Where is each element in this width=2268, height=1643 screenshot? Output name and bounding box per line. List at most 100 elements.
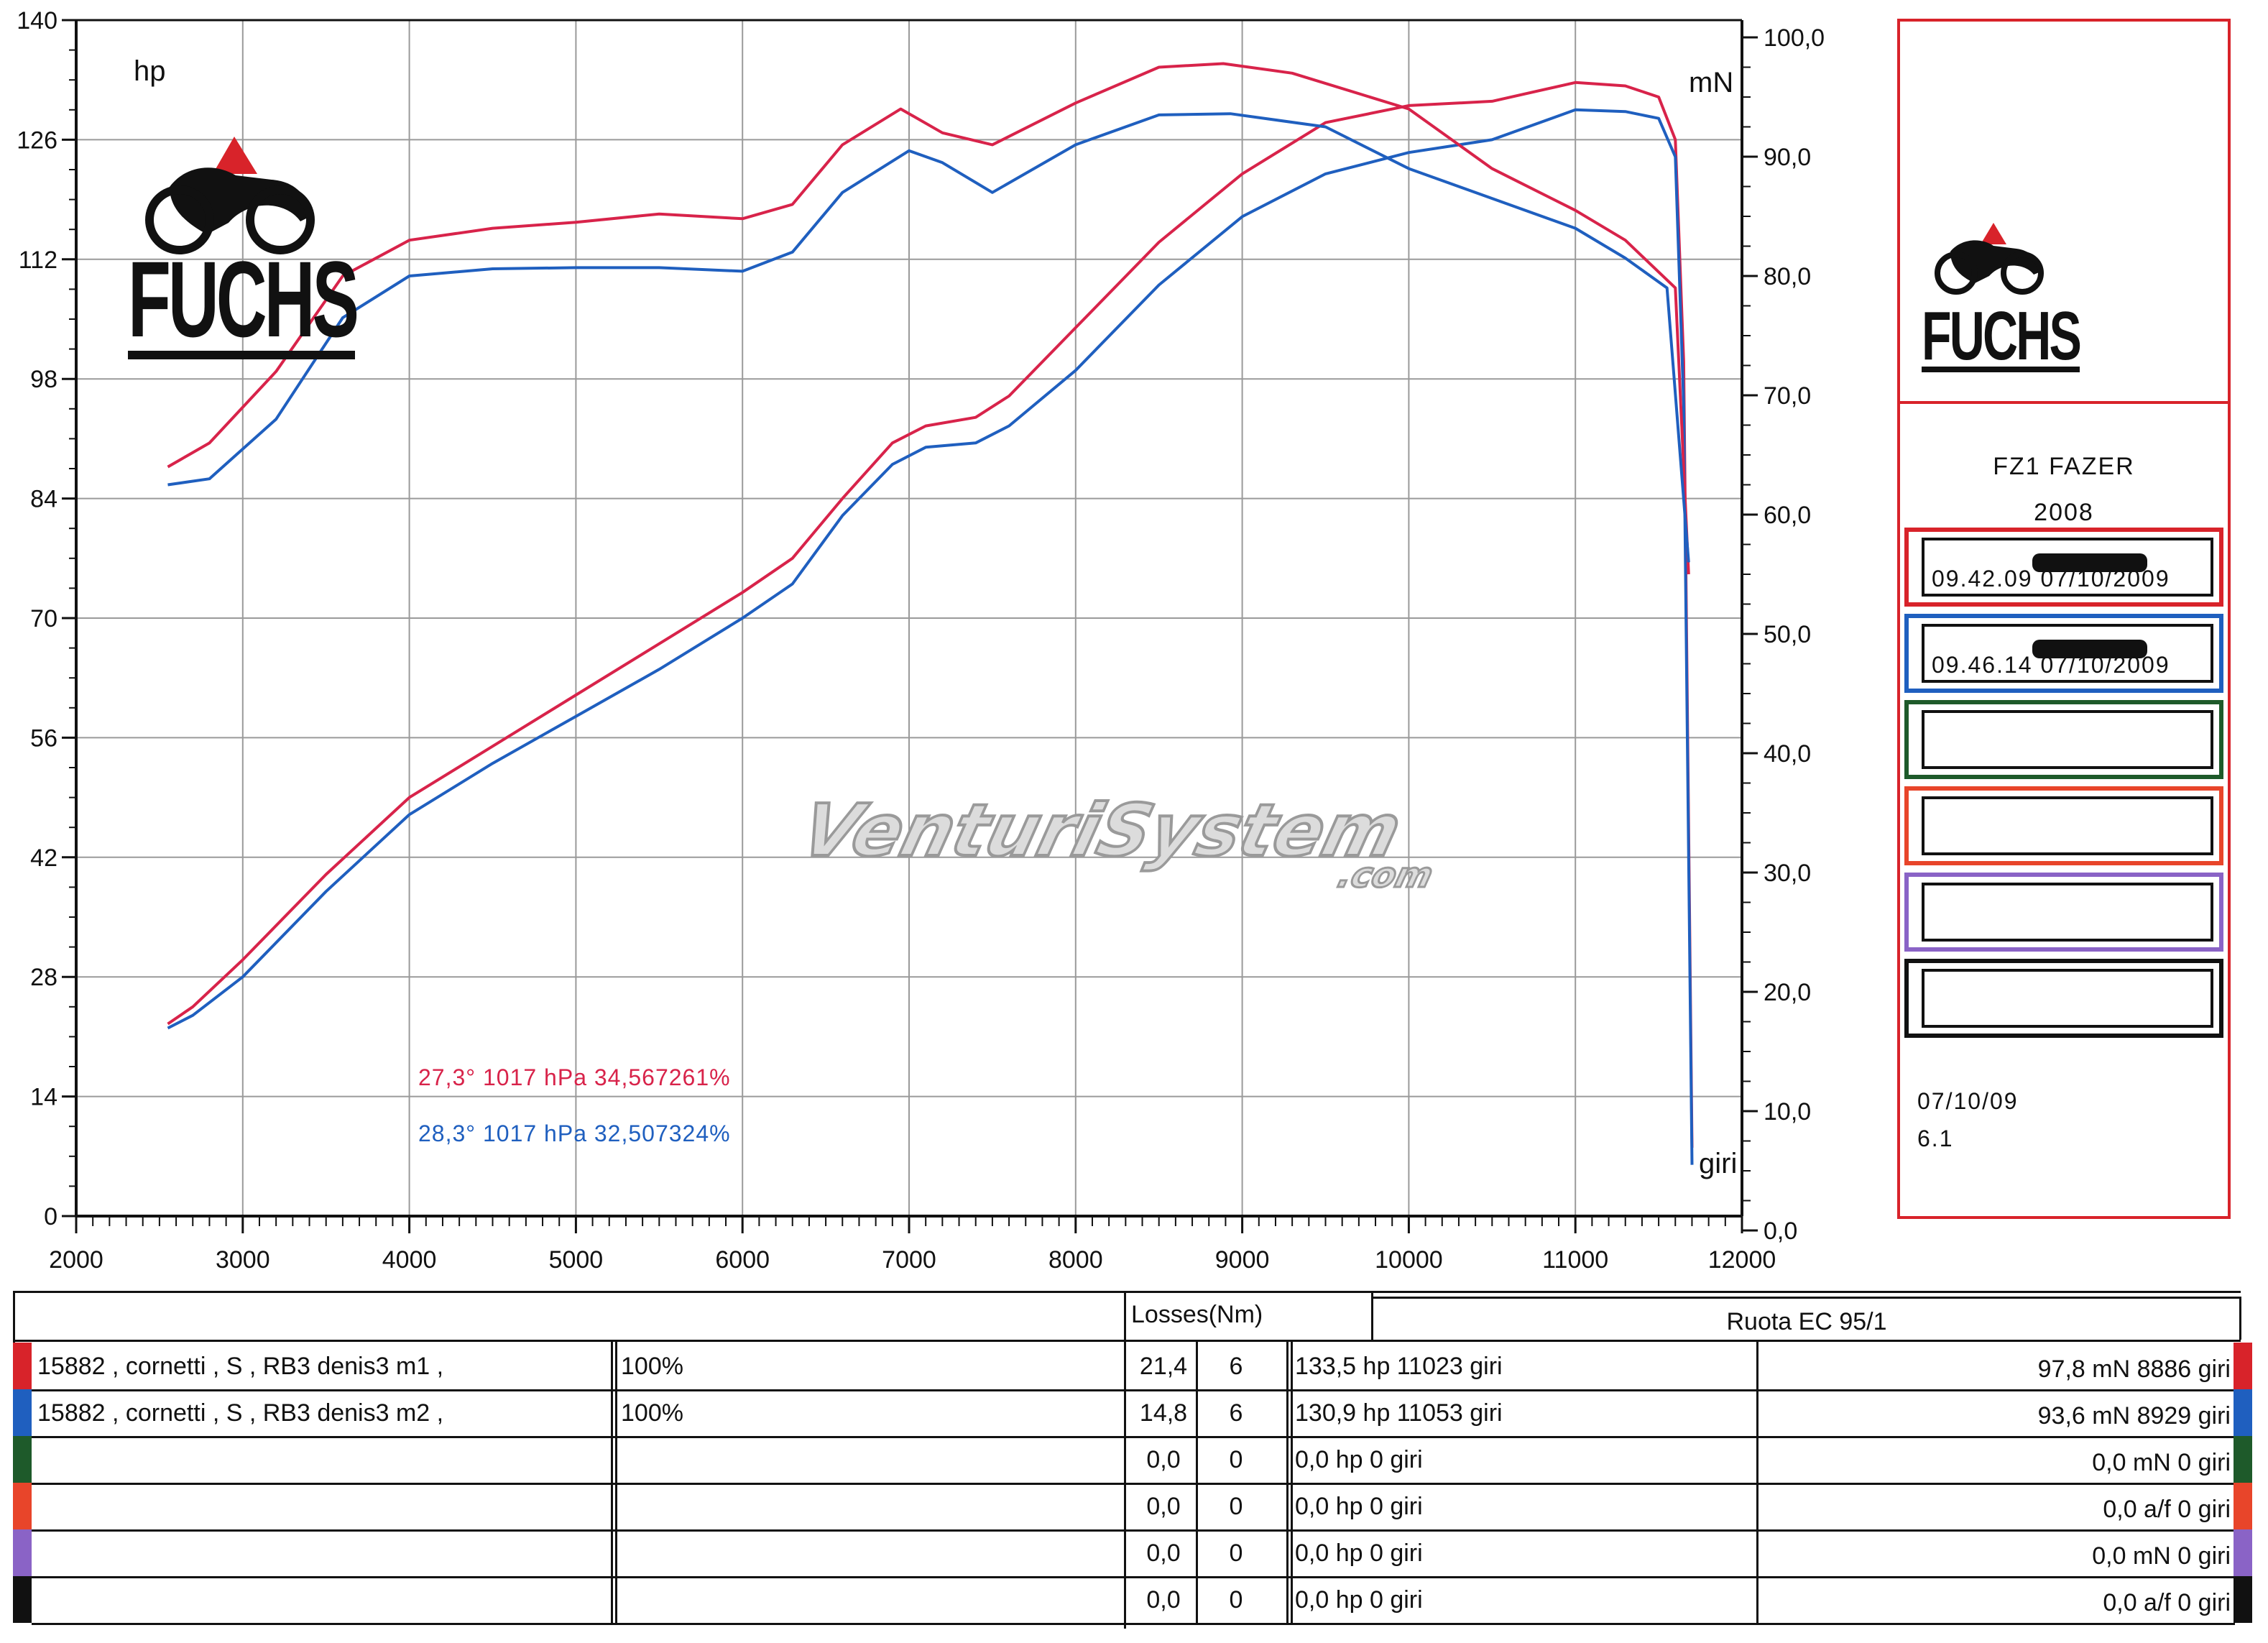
wheel-header-top (1373, 1297, 2241, 1299)
right-axis-unit: mN (1689, 67, 1733, 98)
right-tick-label: 30,0 (1764, 860, 1811, 887)
chart-axes: 0 14 28 42 56 70 84 98 112 126 140 2000 3000 4000 5000… (17, 7, 1825, 1274)
left-tick-label: 98 (30, 366, 57, 393)
row-peak-power: 0,0 hp 0 giri (1295, 1586, 1423, 1614)
fuchs-logo: FUCHS (128, 137, 361, 359)
redacted-name (2032, 553, 2147, 572)
header-bottom-line (13, 1340, 2241, 1342)
right-tick-label: 60,0 (1764, 502, 1811, 529)
right-tick-label: 70,0 (1764, 382, 1811, 410)
conditions-run-2: 28,3° 1017 hPa 32,507324% (418, 1120, 731, 1146)
row-color-swatch-left (13, 1389, 32, 1436)
run-slot-inner (1922, 710, 2213, 769)
row-color-swatch-left (13, 1529, 32, 1576)
x-tick-label: 8000 (1048, 1246, 1103, 1274)
software-version: 6.1 (1917, 1126, 1954, 1151)
right-tick-label: 50,0 (1764, 621, 1811, 648)
row-count: 6 (1229, 1399, 1243, 1427)
row-separator (32, 1436, 2235, 1438)
run-slot-5[interactable] (1904, 873, 2223, 952)
watermark-domain: .com (1334, 856, 1437, 896)
row-color-swatch-right (2234, 1343, 2252, 1389)
row-color-swatch-left (13, 1436, 32, 1483)
model-year: 2008 (2034, 499, 2094, 526)
right-tick-label: 40,0 (1764, 740, 1811, 768)
row-color-swatch-right (2234, 1576, 2252, 1623)
logo-underline (128, 351, 355, 359)
row-color-swatch-right (2234, 1483, 2252, 1529)
losses-header: Losses(Nm) (1131, 1301, 1263, 1328)
run-timestamp: 09.46.14 07/10/2009 (1932, 652, 2170, 678)
chart-series (167, 62, 1694, 1165)
row-loss: 0,0 (1146, 1586, 1181, 1614)
row-count: 6 (1229, 1353, 1243, 1380)
left-tick-label: 140 (17, 7, 57, 34)
run-slot-inner (1922, 883, 2213, 942)
row-peak-torque: 93,6 mN 8929 giri (2037, 1402, 2231, 1430)
left-tick-label: 70 (30, 605, 57, 632)
run-slot-4[interactable] (1904, 786, 2223, 865)
run-slot-2[interactable]: 09.46.14 07/10/2009 (1904, 614, 2223, 693)
table-divider-header (1371, 1291, 1373, 1341)
fuchs-logo-text: FUCHS (128, 239, 357, 359)
table-column-divider (611, 1341, 613, 1623)
series-torque-line-1 (167, 62, 1690, 575)
motorcycle-icon (145, 137, 315, 254)
model-box: FZ1 FAZER 2008 (1900, 404, 2228, 540)
row-peak-torque: 0,0 mN 0 giri (2092, 1542, 2231, 1570)
conditions-run-1: 27,3° 1017 hPa 34,567261% (418, 1064, 731, 1090)
left-tick-label: 84 (30, 486, 57, 513)
row-description: 15882 , cornetti , S , RB3 denis3 m1 , (37, 1353, 444, 1380)
table-column-divider (615, 1341, 617, 1623)
series-power-line-2 (167, 108, 1694, 1165)
wheel-header-right (2239, 1297, 2241, 1340)
series-torque-line-2 (167, 112, 1690, 563)
row-peak-power: 0,0 hp 0 giri (1295, 1446, 1423, 1473)
left-tick-label: 56 (30, 724, 57, 752)
model-name: FZ1 FAZER (1993, 453, 2135, 480)
row-color-swatch-left (13, 1343, 32, 1389)
row-peak-power: 130,9 hp 11053 giri (1295, 1399, 1503, 1427)
x-tick-label: 4000 (382, 1246, 437, 1274)
run-timestamp: 09.42.09 07/10/2009 (1932, 566, 2170, 592)
row-separator (32, 1389, 2235, 1391)
row-percent: 100% (621, 1399, 683, 1427)
row-loss: 0,0 (1146, 1493, 1181, 1520)
run-slot-6[interactable] (1904, 959, 2223, 1038)
x-tick-label: 6000 (715, 1246, 770, 1274)
row-separator (32, 1576, 2235, 1578)
run-slot-inner: 09.46.14 07/10/2009 (1922, 624, 2213, 683)
redacted-name (2032, 640, 2147, 658)
watermark-text: VenturiSystem (793, 788, 1409, 872)
table-column-divider (1196, 1341, 1198, 1623)
small-logo-triangle (1981, 223, 2006, 244)
row-peak-power: 133,5 hp 11023 giri (1295, 1353, 1503, 1380)
table-column-divider (1756, 1341, 1758, 1623)
row-loss: 21,4 (1139, 1353, 1188, 1380)
table-top-border (13, 1291, 2241, 1293)
row-description: 15882 , cornetti , S , RB3 denis3 m2 , (37, 1399, 444, 1427)
left-tick-label: 28 (30, 964, 57, 991)
x-tick-label: 2000 (49, 1246, 103, 1274)
info-logo-box: FUCHS (1900, 22, 2228, 404)
run-slot-1[interactable]: 09.42.09 07/10/2009 (1904, 528, 2223, 607)
table-divider-losses (1124, 1291, 1126, 1629)
row-percent: 100% (621, 1353, 683, 1380)
row-peak-torque: 97,8 mN 8886 giri (2037, 1356, 2231, 1383)
row-color-swatch-right (2234, 1529, 2252, 1576)
row-color-swatch-right (2234, 1389, 2252, 1436)
left-axis-unit: hp (134, 55, 166, 87)
row-loss: 0,0 (1146, 1540, 1181, 1567)
table-column-divider (1286, 1341, 1289, 1623)
left-tick-label: 112 (19, 247, 57, 274)
row-count: 0 (1229, 1586, 1243, 1614)
row-color-swatch-left (13, 1576, 32, 1623)
row-count: 0 (1229, 1493, 1243, 1520)
row-separator (32, 1623, 2235, 1625)
series-power-line-1 (167, 80, 1694, 1148)
right-tick-label: 80,0 (1764, 263, 1811, 290)
row-count: 0 (1229, 1540, 1243, 1567)
row-color-swatch-left (13, 1483, 32, 1529)
row-color-swatch-right (2234, 1436, 2252, 1483)
run-slot-3[interactable] (1904, 700, 2223, 779)
